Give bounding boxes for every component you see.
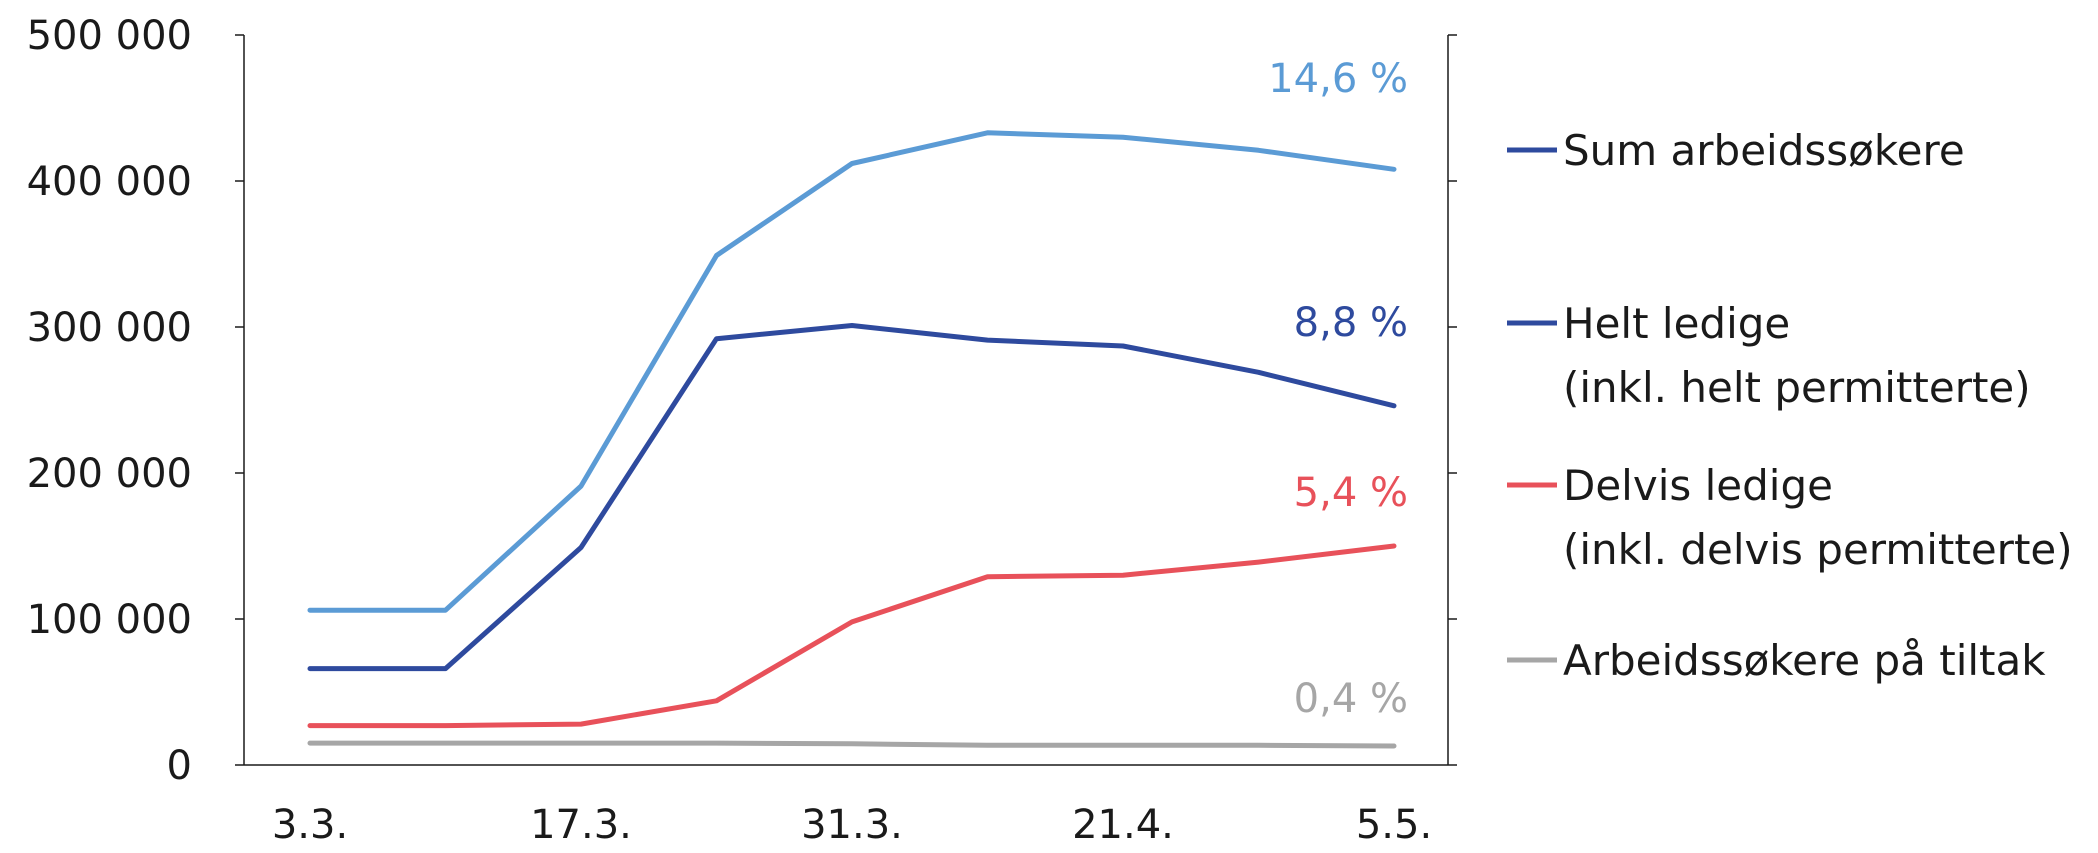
legend-label-0: Sum arbeidssøkere [1563,126,1965,175]
chart-axes [243,35,1449,766]
legend-label-2: Delvis ledige [1563,461,1833,510]
legend-label-1: (inkl. helt permitterte) [1563,363,2031,412]
y-tick-label: 0 [167,743,192,789]
y-tick-label: 100 000 [27,597,192,643]
x-tick-label: 17.3. [530,802,632,848]
y-tick-label: 300 000 [27,305,192,351]
end-label-3: 0,4 % [1294,676,1408,722]
y-tick-label: 500 000 [27,13,192,59]
series-line-2 [307,543,1397,729]
x-tick-label: 5.5. [1356,802,1432,848]
end-label-2: 5,4 % [1294,470,1408,516]
y-tick-label: 400 000 [27,159,192,205]
end-label-0: 14,6 % [1268,56,1408,102]
legend-label-2: (inkl. delvis permitterte) [1563,525,2073,574]
x-tick-label: 31.3. [801,802,903,848]
y-axis-ticks: 0 100 000 200 000 300 000 400 000 500 000 [27,13,1457,789]
series-line-1 [307,323,1397,672]
end-label-1: 8,8 % [1294,300,1408,346]
legend: Sum arbeidssøkere Helt ledige (inkl. helt … [1507,126,2073,685]
series-line-3 [307,740,1397,749]
x-axis-ticks: 3.3. 17.3. 31.3. 21.4. 5.5. [272,802,1432,848]
legend-label-3: Arbeidssøkere på tiltak [1563,636,2046,685]
legend-label-1: Helt ledige [1563,299,1790,348]
series-line-0 [307,130,1397,613]
x-tick-label: 21.4. [1072,802,1174,848]
x-tick-label: 3.3. [272,802,348,848]
series-lines [307,130,1397,749]
y-tick-label: 200 000 [27,451,192,497]
end-labels: 14,6 % 8,8 % 5,4 % 0,4 % [1268,56,1408,722]
